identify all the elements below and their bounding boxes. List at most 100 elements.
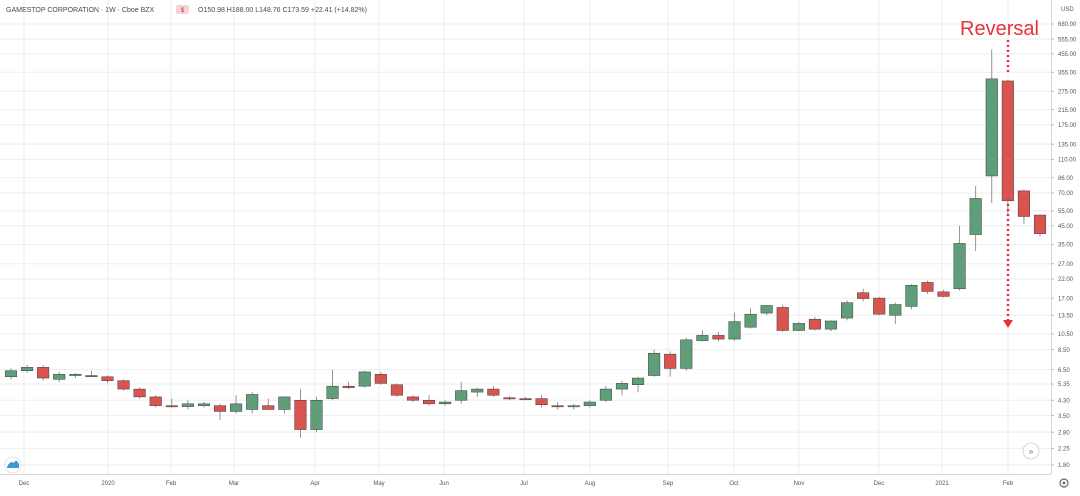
candle[interactable] — [873, 296, 886, 316]
candle-body-up — [439, 401, 452, 405]
candle[interactable] — [680, 337, 693, 371]
x-tick-label: Feb — [1003, 481, 1014, 487]
candle[interactable] — [294, 389, 307, 438]
candle[interactable] — [101, 375, 114, 384]
candle-body-down — [37, 367, 50, 379]
candle[interactable] — [551, 402, 564, 410]
candle-body-down — [390, 384, 403, 396]
candle[interactable] — [696, 330, 709, 342]
candle-body-up — [841, 302, 854, 319]
candle[interactable] — [889, 302, 902, 325]
candle[interactable] — [841, 300, 854, 321]
candle[interactable] — [728, 312, 741, 341]
candle[interactable] — [487, 386, 500, 397]
y-tick-label: 22.00 — [1058, 277, 1074, 283]
candle[interactable] — [117, 379, 130, 391]
candle-body-up — [278, 396, 291, 410]
x-tick-label: Dec — [874, 481, 885, 487]
candle-body-up — [792, 323, 805, 331]
candle[interactable] — [969, 186, 982, 252]
candle[interactable] — [197, 402, 210, 408]
candle[interactable] — [342, 381, 355, 390]
candle-body-up — [181, 403, 194, 407]
candle[interactable] — [615, 380, 629, 396]
x-tick-label: Feb — [166, 481, 177, 487]
candle[interactable] — [503, 396, 516, 401]
tradingview-logo-icon[interactable] — [4, 456, 22, 474]
candle[interactable] — [760, 304, 773, 316]
candle[interactable] — [985, 49, 998, 204]
candle[interactable] — [21, 365, 34, 374]
candle[interactable] — [133, 387, 146, 399]
candle[interactable] — [326, 369, 339, 401]
candle[interactable] — [213, 403, 227, 420]
candle[interactable] — [824, 320, 838, 332]
y-tick-label: 1.80 — [1058, 463, 1070, 469]
candle[interactable] — [181, 400, 194, 410]
chart-header: GAMESTOP CORPORATION · 1W · Cboe BZX $ O… — [6, 5, 367, 14]
candle-body-down — [535, 398, 548, 405]
candle[interactable] — [664, 351, 677, 377]
candle[interactable] — [165, 398, 178, 408]
candle-body-up — [455, 390, 468, 401]
candle[interactable] — [471, 387, 484, 397]
candle[interactable] — [583, 400, 596, 408]
candle[interactable] — [69, 373, 82, 379]
x-tick-label: 2021 — [935, 481, 949, 487]
candle[interactable] — [808, 316, 821, 331]
candle[interactable] — [632, 376, 645, 393]
candle[interactable] — [776, 304, 789, 332]
candle[interactable] — [246, 392, 259, 414]
candle[interactable] — [567, 403, 580, 410]
candle-layer — [4, 49, 1047, 438]
candle[interactable] — [310, 396, 323, 433]
x-tick-label: Mar — [229, 481, 239, 487]
candle[interactable] — [85, 370, 98, 377]
candle[interactable] — [519, 396, 532, 401]
candle[interactable] — [4, 368, 18, 380]
candle[interactable] — [53, 371, 66, 382]
candle[interactable] — [374, 371, 387, 385]
candle[interactable] — [953, 225, 966, 291]
candle[interactable] — [744, 308, 757, 329]
candle[interactable] — [1001, 80, 1014, 214]
candle-body-up — [889, 304, 902, 316]
candle[interactable] — [455, 381, 468, 404]
candle[interactable] — [857, 288, 870, 302]
candle-body-up — [728, 321, 741, 340]
y-tick-label: 455.00 — [1058, 52, 1077, 58]
candle-body-down — [342, 385, 355, 388]
candle[interactable] — [648, 349, 661, 377]
candle[interactable] — [439, 400, 452, 406]
currency-badge[interactable]: $ — [176, 5, 189, 14]
candle[interactable] — [262, 398, 275, 410]
candle[interactable] — [905, 284, 918, 310]
settings-button[interactable] — [1059, 478, 1069, 488]
candle[interactable] — [406, 395, 419, 403]
candle[interactable] — [599, 386, 612, 403]
candle[interactable] — [535, 395, 548, 408]
candle[interactable] — [1033, 214, 1047, 237]
candle[interactable] — [230, 395, 243, 414]
candle[interactable] — [390, 383, 403, 397]
candle[interactable] — [792, 322, 805, 332]
candle[interactable] — [712, 331, 725, 342]
x-tick-label: Jul — [520, 481, 528, 487]
candle[interactable] — [358, 370, 371, 388]
candle-body-down — [406, 396, 419, 401]
candle[interactable] — [1017, 189, 1030, 225]
candle[interactable] — [422, 395, 436, 406]
candle[interactable] — [278, 396, 291, 414]
candle[interactable] — [149, 395, 162, 408]
candle-body-down — [712, 335, 725, 340]
candle[interactable] — [937, 289, 950, 298]
y-tick-label: 13.50 — [1058, 313, 1074, 319]
y-tick-label: 27.00 — [1058, 262, 1074, 268]
candle[interactable] — [37, 365, 50, 381]
candle-body-up — [197, 403, 210, 406]
candle[interactable] — [921, 280, 934, 294]
candle-body-up — [358, 371, 371, 387]
scroll-right-button[interactable]: » — [1022, 442, 1040, 460]
x-tick-label: May — [373, 481, 384, 487]
